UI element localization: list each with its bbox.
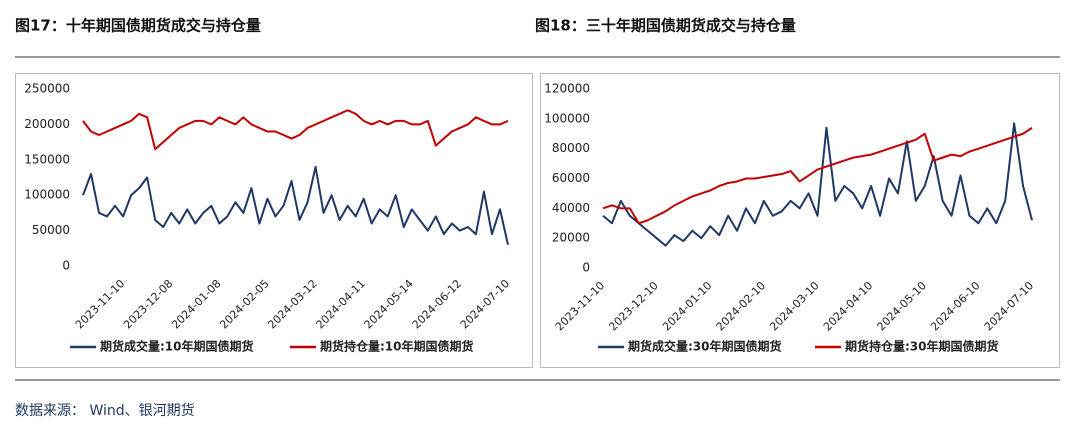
- series-line: [82, 165, 509, 245]
- y-tick-label: 80000: [552, 141, 590, 155]
- series-line: [602, 122, 1033, 247]
- y-tick-label: 200000: [24, 117, 70, 131]
- y-tick-label: 0: [582, 261, 590, 275]
- y-tick-label: 40000: [552, 201, 590, 215]
- x-tick-label: 2024-04-10: [821, 279, 875, 333]
- frame: [540, 73, 1060, 368]
- y-tick-label: 60000: [552, 171, 590, 185]
- y-tick-label: 150000: [24, 152, 70, 166]
- legend-label: 期货持仓量:10年期国债期货: [320, 339, 474, 354]
- x-tick-label: 2024-05-14: [362, 277, 416, 331]
- x-tick-label: 2024-03-12: [265, 277, 319, 331]
- x-tick-label: 2024-01-08: [169, 277, 223, 331]
- chart-title: 图18：三十年期国债期货成交与持仓量: [535, 17, 796, 35]
- x-tick-label: 2023-11-10: [553, 279, 607, 333]
- series-line: [602, 126, 1033, 225]
- y-tick-label: 120000: [544, 82, 590, 96]
- x-tick-label: 2023-12-08: [121, 277, 175, 331]
- legend-label: 期货成交量:10年期国债期货: [100, 339, 254, 354]
- x-tick-label: 2024-06-10: [928, 279, 982, 333]
- source: 数据来源： Wind、银河期货: [15, 402, 195, 419]
- chart-title: 图17：十年期国债期货成交与持仓量: [15, 17, 261, 35]
- frame: [15, 73, 533, 368]
- x-tick-label: 2024-03-10: [767, 279, 821, 333]
- series-line: [82, 109, 509, 151]
- y-tick-label: 100000: [544, 111, 590, 125]
- x-tick-label: 2023-11-10: [73, 277, 127, 331]
- x-tick-label: 2024-04-11: [313, 277, 367, 331]
- x-tick-label: 2024-07-10: [458, 277, 512, 331]
- x-tick-label: 2024-01-10: [660, 279, 714, 333]
- legend-label: 期货成交量:30年期国债期货: [628, 339, 782, 354]
- y-tick-label: 0: [62, 259, 70, 273]
- y-tick-label: 100000: [24, 188, 70, 202]
- x-tick-label: 2023-12-10: [606, 279, 660, 333]
- legend-label: 期货持仓量:30年期国债期货: [845, 339, 999, 354]
- x-tick-label: 2024-07-10: [982, 279, 1036, 333]
- x-tick-label: 2024-05-10: [875, 279, 929, 333]
- y-tick-label: 20000: [552, 231, 590, 245]
- x-tick-label: 2024-06-12: [410, 277, 464, 331]
- y-tick-label: 50000: [32, 223, 70, 237]
- x-tick-label: 2024-02-10: [714, 279, 768, 333]
- x-tick-label: 2024-02-05: [217, 277, 271, 331]
- y-tick-label: 250000: [24, 82, 70, 96]
